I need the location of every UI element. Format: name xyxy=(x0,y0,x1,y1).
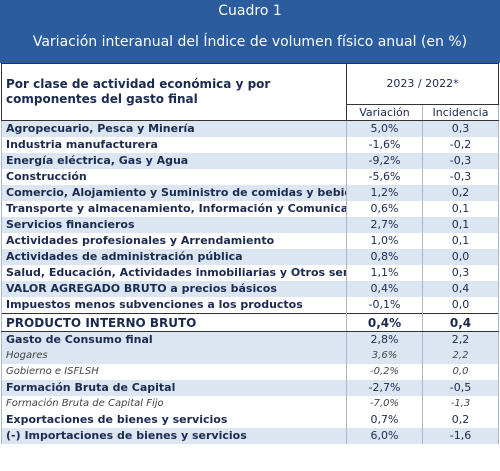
table-row: (-) Importaciones de bienes y servicios 6… xyxy=(1,428,499,444)
table-row: Impuestos menos subvenciones a los produ… xyxy=(1,297,499,314)
header-left: Por clase de actividad económica y por c… xyxy=(1,63,347,121)
row-label: Comercio, Alojamiento y Suministro de co… xyxy=(1,185,347,201)
table-row: Salud, Educación, Actividades inmobiliar… xyxy=(1,265,499,281)
header-row: Por clase de actividad económica y por c… xyxy=(1,63,499,121)
table-row: Formación Bruta de Capital Fijo -7,0% -1,3 xyxy=(1,396,499,412)
row-label: PRODUCTO INTERNO BRUTO xyxy=(1,313,347,332)
table-row: Comercio, Alojamiento y Suministro de co… xyxy=(1,185,499,201)
table-row: VALOR AGREGADO BRUTO a precios básicos 0,… xyxy=(1,281,499,297)
cell-value: 0,8% xyxy=(346,249,423,265)
cell-value: 0,4 xyxy=(422,313,499,332)
period: 2023 / 2022* xyxy=(346,63,499,105)
row-label: Transporte y almacenamiento, Información… xyxy=(1,201,347,217)
cell-value: -0,5 xyxy=(422,380,499,396)
cell-value: 0,4% xyxy=(346,281,423,297)
cell-value: 0,3 xyxy=(422,265,499,281)
cell-value: -0,2% xyxy=(346,364,423,380)
table-row: Actividades de administración pública 0,8… xyxy=(1,249,499,265)
cell-value: 0,3 xyxy=(422,120,499,137)
cell-value: 2,8% xyxy=(346,331,423,348)
cell-value: 0,2 xyxy=(422,412,499,428)
cell-value: 2,2 xyxy=(422,348,499,364)
cell-value: -7,0% xyxy=(346,396,423,412)
cell-value: 1,1% xyxy=(346,265,423,281)
table-row: Actividades profesionales y Arrendamient… xyxy=(1,233,499,249)
cell-value: 0,0 xyxy=(422,364,499,380)
cell-value: 2,7% xyxy=(346,217,423,233)
cell-value: -0,2 xyxy=(422,137,499,153)
row-label: Energía eléctrica, Gas y Agua xyxy=(1,153,347,169)
table-row: Industria manufacturera -1,6% -0,2 xyxy=(1,137,499,153)
table-row: Exportaciones de bienes y servicios 0,7% 0… xyxy=(1,412,499,428)
cell-value: 2,2 xyxy=(422,331,499,348)
cell-value: 5,0% xyxy=(346,120,423,137)
row-label: Servicios financieros xyxy=(1,217,347,233)
cell-value: 0,7% xyxy=(346,412,423,428)
row-label: Impuestos menos subvenciones a los produ… xyxy=(1,297,347,314)
cell-value: -5,6% xyxy=(346,169,423,185)
row-label: Agropecuario, Pesca y Minería xyxy=(1,120,347,137)
table-row: Gasto de Consumo final 2,8% 2,2 xyxy=(1,331,499,348)
row-label: Gobierno e ISFLSH xyxy=(1,364,347,380)
cell-value: -1,3 xyxy=(422,396,499,412)
table-row: Servicios financieros 2,7% 0,1 xyxy=(1,217,499,233)
row-label: Hogares xyxy=(1,348,347,364)
cell-value: 1,2% xyxy=(346,185,423,201)
cell-value: -9,2% xyxy=(346,153,423,169)
row-label: Formación Bruta de Capital xyxy=(1,380,347,396)
cell-value: 0,1 xyxy=(422,233,499,249)
table-label: Cuadro 1 xyxy=(218,3,282,19)
cell-value: 0,1 xyxy=(422,201,499,217)
cell-value: 0,2 xyxy=(422,185,499,201)
row-label: Construcción xyxy=(1,169,347,185)
row-label: Gasto de Consumo final xyxy=(1,331,347,348)
column-header: Variación xyxy=(346,104,423,121)
table-row: PRODUCTO INTERNO BRUTO 0,4% 0,4 xyxy=(1,313,499,332)
table-title: Variación interanual del Índice de volum… xyxy=(32,34,468,50)
cell-value: 0,6% xyxy=(346,201,423,217)
row-label: Formación Bruta de Capital Fijo xyxy=(1,396,347,412)
data-table: Por clase de actividad económica y por c… xyxy=(1,63,499,444)
table-row: Gobierno e ISFLSH -0,2% 0,0 xyxy=(1,364,499,380)
table-row: Construcción -5,6% -0,3 xyxy=(1,169,499,185)
table-row: Agropecuario, Pesca y Minería 5,0% 0,3 xyxy=(1,120,499,137)
title-band: Cuadro 1 Variación interanual del Índice… xyxy=(0,0,500,63)
cell-value: 0,0 xyxy=(422,297,499,314)
subheader-row: Variación Incidencia xyxy=(2,104,499,121)
column-header: Incidencia xyxy=(422,104,499,121)
row-label: Actividades de administración pública xyxy=(1,249,347,265)
table-row: Energía eléctrica, Gas y Agua -9,2% -0,3 xyxy=(1,153,499,169)
cell-value: 0,0 xyxy=(422,249,499,265)
cell-value: -1,6% xyxy=(346,137,423,153)
cell-value: 1,0% xyxy=(346,233,423,249)
cell-value: -0,3 xyxy=(422,153,499,169)
table-row: Transporte y almacenamiento, Información… xyxy=(1,201,499,217)
cell-value: 0,1 xyxy=(422,217,499,233)
row-label: Salud, Educación, Actividades inmobiliar… xyxy=(1,265,347,281)
row-label: (-) Importaciones de bienes y servicios xyxy=(1,428,347,444)
cell-value: 6,0% xyxy=(346,428,423,444)
row-label: Industria manufacturera xyxy=(1,137,347,153)
cell-value: 3,6% xyxy=(346,348,423,364)
cell-value: -0,1% xyxy=(346,297,423,314)
row-label: Exportaciones de bienes y servicios xyxy=(1,412,347,428)
row-label: VALOR AGREGADO BRUTO a precios básicos xyxy=(1,281,347,297)
cell-value: -2,7% xyxy=(346,380,423,396)
cell-value: -0,3 xyxy=(422,169,499,185)
row-label: Actividades profesionales y Arrendamient… xyxy=(1,233,347,249)
cell-value: 0,4 xyxy=(422,281,499,297)
table-row: Hogares 3,6% 2,2 xyxy=(1,348,499,364)
cell-value: -1,6 xyxy=(422,428,499,444)
table-row: Formación Bruta de Capital -2,7% -0,5 xyxy=(1,380,499,396)
cell-value: 0,4% xyxy=(346,313,423,332)
